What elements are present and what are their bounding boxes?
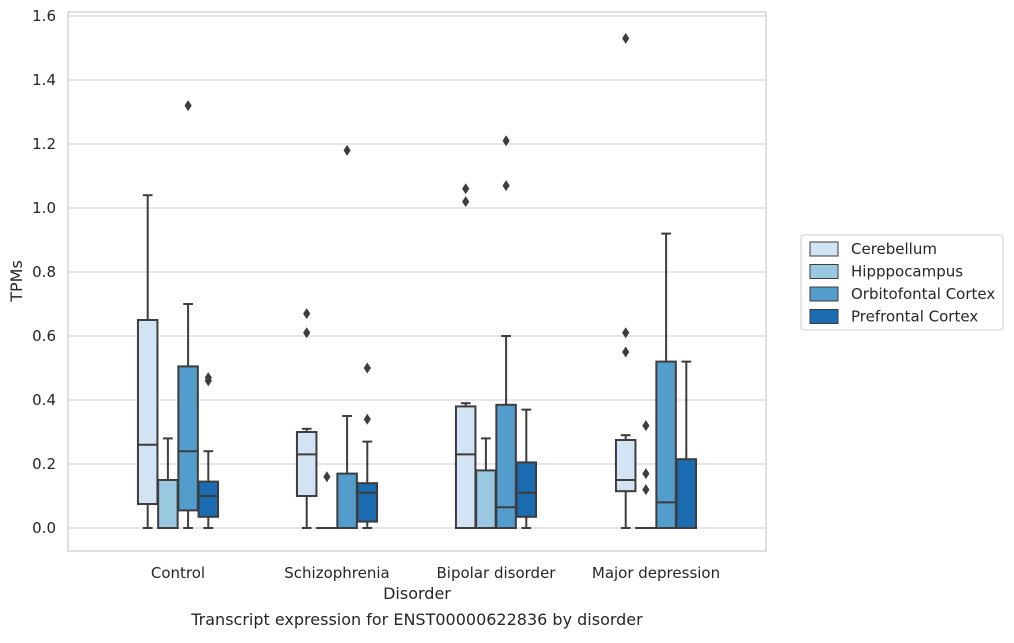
y-tick-label: 1.6 xyxy=(32,7,56,25)
iqr-box xyxy=(616,440,636,491)
iqr-box xyxy=(178,366,198,510)
legend-label: Orbitofontal Cortex xyxy=(851,285,995,303)
iqr-box xyxy=(358,483,378,521)
y-tick-label: 0.2 xyxy=(32,455,56,473)
x-axis-label: Disorder xyxy=(383,584,451,603)
legend-label: Prefrontal Cortex xyxy=(851,308,978,326)
iqr-box xyxy=(158,480,178,528)
legend-label: Hipppocampus xyxy=(851,263,963,281)
y-tick-label: 0.6 xyxy=(32,327,56,345)
x-tick-label: Bipolar disorder xyxy=(437,564,557,582)
legend-swatch xyxy=(810,242,838,256)
legend: Cerebellum Hipppocampus Orbitofontal Corte… xyxy=(801,235,1003,330)
legend-swatch xyxy=(810,265,838,279)
iqr-box xyxy=(476,470,496,528)
figure-caption: Transcript expression for ENST0000062283… xyxy=(190,610,643,629)
iqr-box xyxy=(337,474,357,528)
iqr-box xyxy=(138,320,158,504)
x-tick-label: Control xyxy=(151,564,205,582)
legend-swatch xyxy=(810,287,838,301)
y-tick-label: 1.2 xyxy=(32,135,56,153)
y-axis-label: TPMs xyxy=(7,260,26,303)
y-tick-label: 1.0 xyxy=(32,199,56,217)
iqr-box xyxy=(199,482,219,517)
x-tick-label: Schizophrenia xyxy=(284,564,389,582)
y-tick-label: 1.4 xyxy=(32,71,56,89)
x-tick-labels: Control Schizophrenia Bipolar disorder Majo… xyxy=(151,564,720,582)
y-tick-labels: 0.0 0.2 0.4 0.6 0.8 1.0 1.2 1.4 1.6 xyxy=(32,7,56,537)
iqr-box xyxy=(517,462,537,516)
iqr-box xyxy=(456,406,476,528)
legend-label: Cerebellum xyxy=(851,240,937,258)
y-tick-label: 0.0 xyxy=(32,519,56,537)
x-tick-label: Major depression xyxy=(592,564,720,582)
iqr-box xyxy=(496,405,515,528)
legend-swatch xyxy=(810,310,838,324)
y-tick-label: 0.4 xyxy=(32,391,56,409)
y-tick-label: 0.8 xyxy=(32,263,56,281)
iqr-box xyxy=(677,459,697,528)
iqr-box xyxy=(297,432,317,496)
